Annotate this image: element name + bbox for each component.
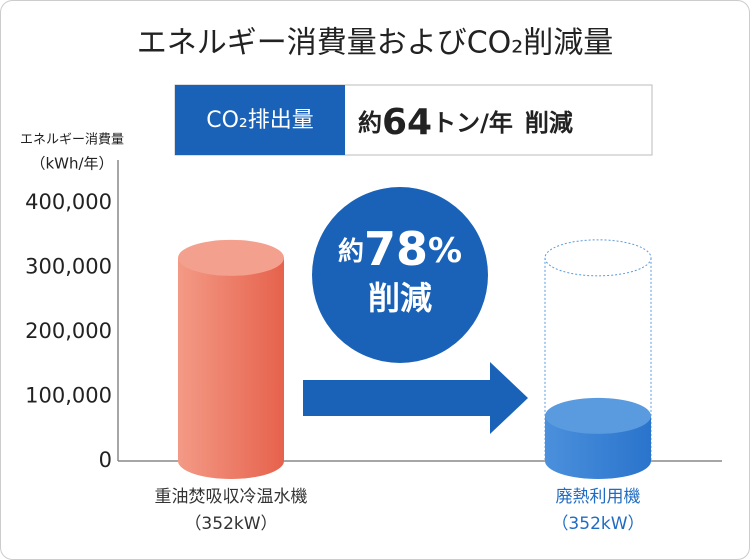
cylinder-top [545,397,651,434]
co2-prefix: 約 [358,109,382,137]
cylinder-body [178,257,284,461]
category-sublabel: （352kW） [551,514,644,534]
badge-amount: 78 [364,222,428,276]
y-axis-label: エネルギー消費量 [20,133,124,148]
category-label: 重油焚吸収冷温水機 [155,487,308,507]
co2-reduction: 約64トン/年 削減 [358,102,573,143]
y-tick-label: 200,000 [25,319,112,343]
badge-prefix: 約 [338,236,364,267]
cylinder-top [178,239,284,276]
badge-amount: 約78% [338,222,462,276]
badge [312,187,488,363]
category-sublabel: （352kW） [184,514,277,534]
co2-box-label: CO₂排出量 [206,108,314,133]
y-axis-label: （kWh/年） [30,155,113,173]
chart-title: エネルギー消費量およびCO₂削減量 [137,26,614,61]
co2-amount: 64 [382,102,432,143]
badge-unit: % [428,231,462,271]
arrow [303,362,528,434]
badge-suffix: 削減 [368,279,432,317]
ghost-top [544,239,652,277]
y-tick-label: 300,000 [25,255,112,279]
y-tick-label: 400,000 [25,190,112,214]
co2-suffix: 削減 [525,109,573,137]
y-tick-label: 100,000 [25,384,112,408]
y-tick-label: 0 [99,448,112,472]
category-label: 廃熱利用機 [556,487,641,507]
co2-box-label-bg [175,85,345,155]
co2-unit: トン/年 [432,109,513,137]
